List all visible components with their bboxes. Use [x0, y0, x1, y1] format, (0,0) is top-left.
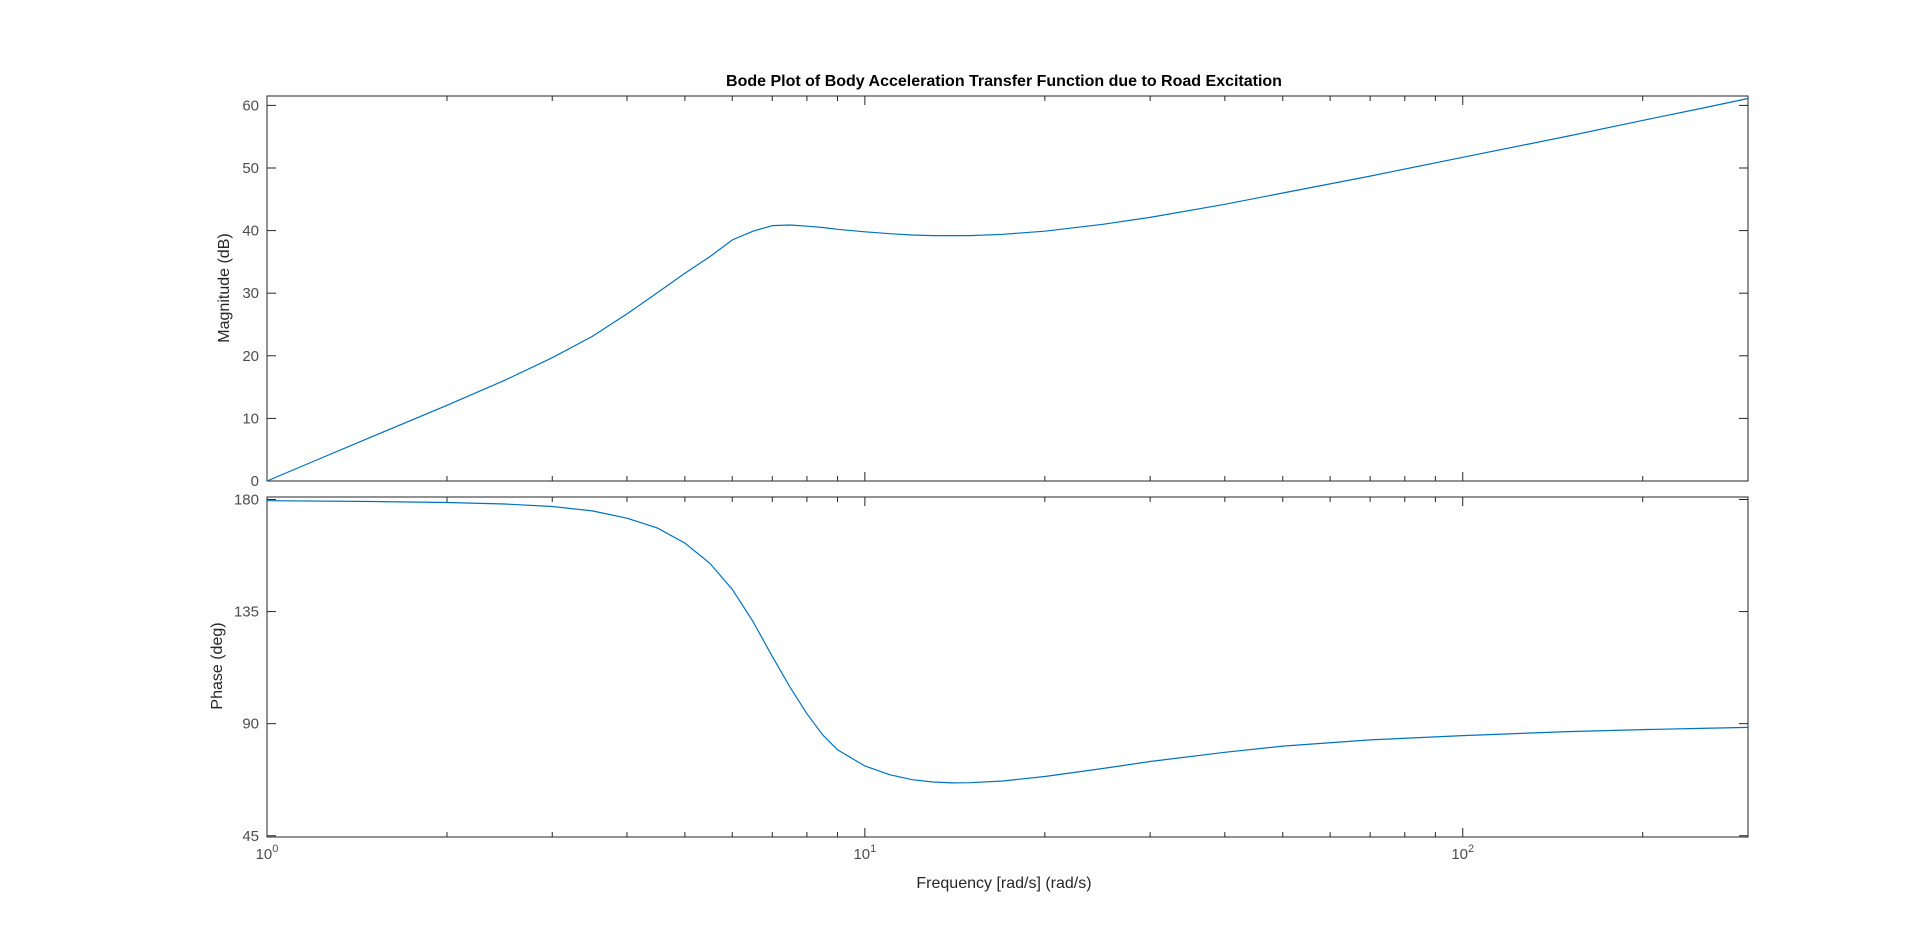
magnitude-y-tick-label: 30 [242, 285, 259, 302]
magnitude-y-tick-label: 0 [251, 473, 259, 490]
frequency-x-tick-label: 100 [256, 843, 279, 863]
magnitude-y-axis-label: Magnitude (dB) [216, 233, 233, 342]
phase-plot-area [267, 497, 1748, 837]
phase-y-tick-label: 45 [242, 828, 259, 845]
phase-y-axis-label: Phase (deg) [209, 622, 226, 709]
chart-title: Bode Plot of Body Acceleration Transfer … [726, 73, 1282, 90]
magnitude-y-tick-label: 10 [242, 410, 259, 427]
phase-y-tick-label: 135 [234, 604, 259, 621]
magnitude-y-tick-label: 40 [242, 223, 259, 240]
frequency-x-tick-label: 101 [853, 843, 876, 863]
magnitude-axes: 0 10 20 30 40 50 60 [242, 96, 1748, 490]
phase-y-tick-label: 90 [242, 716, 259, 733]
magnitude-plot-area [267, 96, 1748, 481]
magnitude-y-tick-label: 20 [242, 348, 259, 365]
phase-axes: 45 90 135 180 100 101 102 [234, 491, 1748, 863]
phase-y-tick-label: 180 [234, 491, 259, 508]
magnitude-y-tick-label: 60 [242, 97, 259, 114]
magnitude-y-tick-label: 50 [242, 160, 259, 177]
frequency-x-tick-label: 102 [1451, 843, 1474, 863]
frequency-x-axis-label: Frequency [rad/s] (rad/s) [916, 875, 1091, 892]
